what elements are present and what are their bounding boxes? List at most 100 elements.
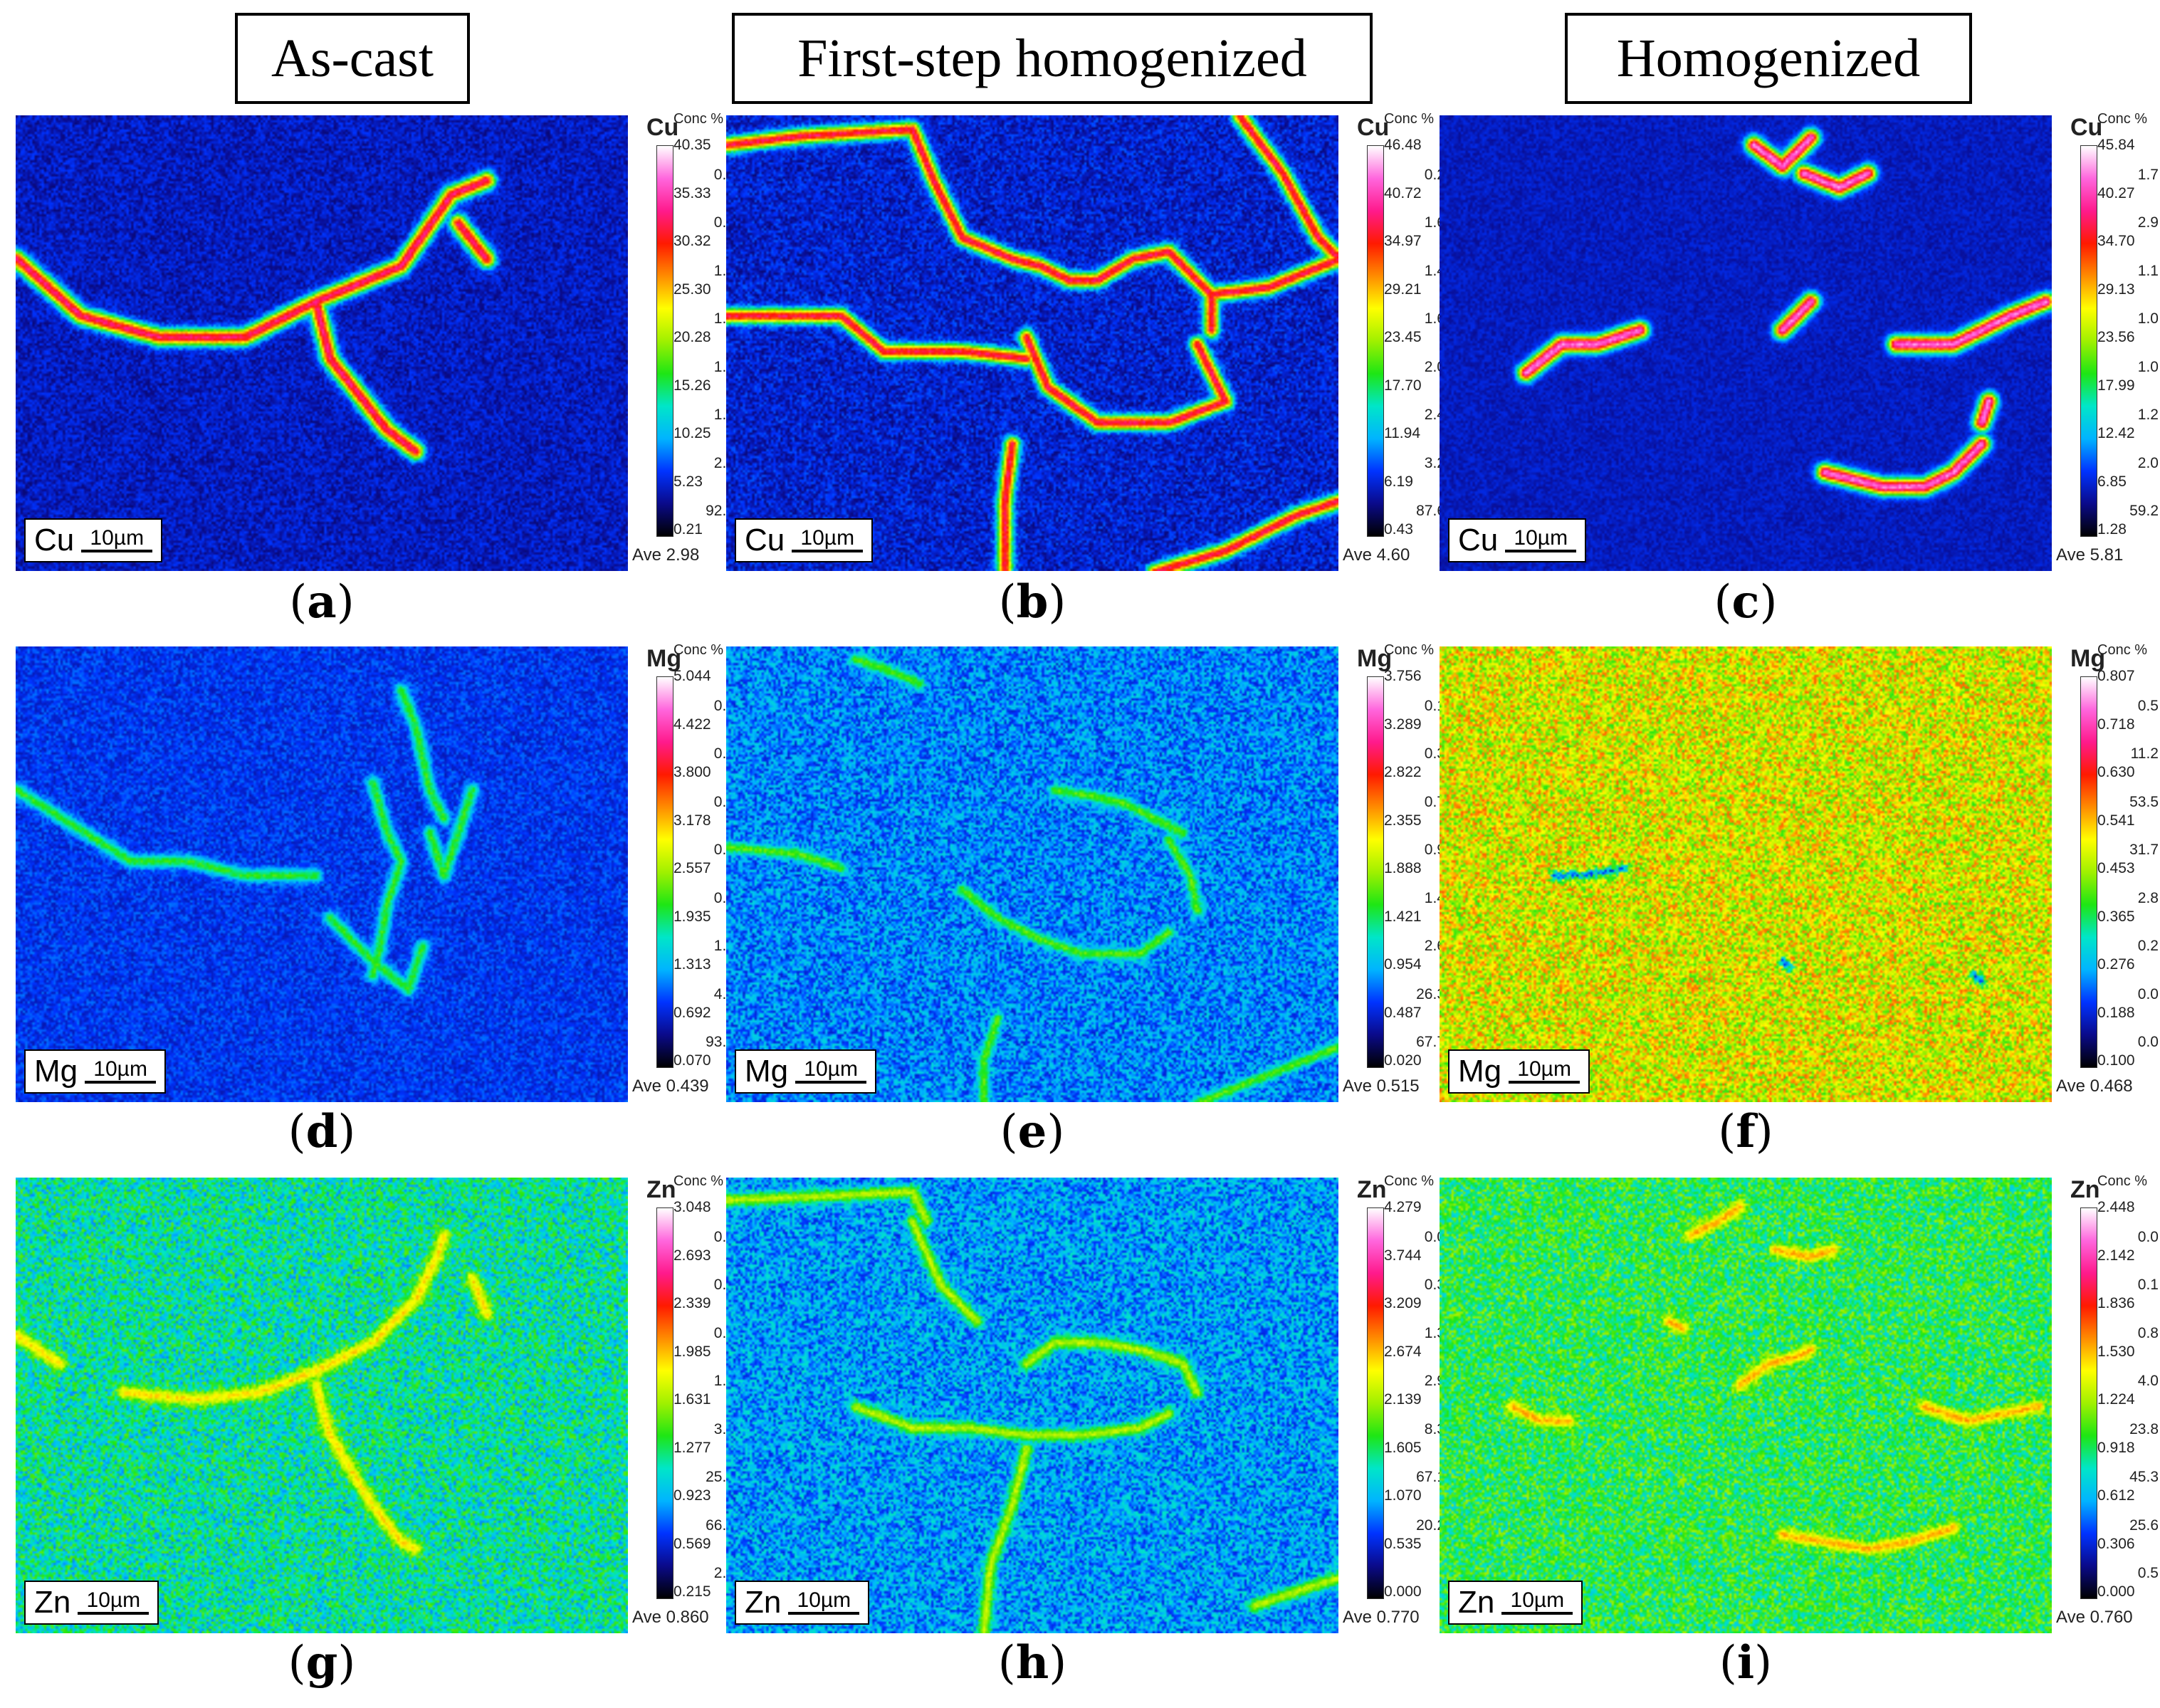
element-map-cu [1440,115,2052,571]
colorbar-area-percent: 67.7 [1416,1034,1445,1051]
scale-bar-label: 10µm [800,526,855,550]
colorbar [656,145,673,537]
map-element-label: Zn 10µm [735,1581,870,1625]
colorbar-tick-label: 1.224 [2097,1391,2135,1408]
colorbar-tick-label: 3.178 [673,812,711,829]
map-element-label: Mg 10µm [24,1049,167,1094]
element-map-zn [16,1178,628,1633]
colorbar-tick-label: 6.19 [1384,473,1413,490]
colorbar-area-percent: 11.2 [2130,745,2159,763]
colorbar-tick-label: 0.21 [673,521,703,538]
colorbar-area-percent: 53.5 [2129,793,2159,810]
colorbar-tick-label: 0.306 [2097,1535,2135,1552]
element-map-zn [726,1178,1338,1633]
colorbar-tick-label: 0.188 [2097,1004,2135,1021]
panel-g: Zn 10µm Zn Conc % 3.048 2.693 2.339 1.985 1.631 1… [16,1173,742,1633]
panel-caption-c: (c) [1714,575,1778,629]
legend-element: Zn [646,1176,676,1203]
element-symbol: Zn [34,1585,71,1620]
colorbar-tick-label: 0.918 [2097,1439,2135,1456]
colorbar-tick-label: 2.822 [1384,764,1422,780]
colorbar-tick-label: 46.48 [1384,137,1422,153]
map-element-label: Cu 10µm [24,518,163,562]
colorbar [656,676,673,1068]
colorbar [1367,145,1384,537]
legend-element: Mg [646,645,682,672]
legend-average: Ave 4.60 [1343,545,1410,565]
colorbar-area-percent: 26.3 [1416,985,1445,1002]
panel-letter: h [1015,1636,1049,1689]
colorbar-tick-label: 2.448 [2097,1199,2135,1215]
scale-bar: 10µm [795,1057,867,1084]
colorbar-tick-label: 3.744 [1384,1247,1422,1264]
colorbar-area-percent: 0.8 [2137,1324,2159,1341]
colorbar-tick-label: 5.044 [673,668,711,684]
colorbar-tick-label: 20.28 [673,329,711,345]
colorbar [1367,676,1384,1068]
legend-element: Cu [1357,114,1390,141]
panel-e: Mg 10µm Mg Conc % 3.756 3.289 2.822 2.355 1.888 1… [726,642,1452,1102]
colorbar-tick-label: 4.422 [673,716,711,733]
colorbar-area-percent: 67.1 [1416,1469,1445,1486]
colorbar-area-percent: 0.2 [2137,938,2159,955]
element-symbol: Cu [34,523,75,557]
colorbar-area-percent: 4.0 [2137,1373,2159,1390]
panel-letter: g [305,1636,338,1689]
element-symbol: Zn [1458,1585,1495,1620]
panel-letter: d [305,1105,338,1158]
colorbar-area-percent: 2.0 [2137,454,2159,471]
colorbar-tick-label: 6.85 [2097,473,2127,490]
colorbar-tick-label: 29.21 [1384,281,1422,298]
panel-letter: f [1736,1105,1756,1158]
colorbar-tick-label: 0.630 [2097,764,2135,780]
scale-bar: 10µm [81,528,153,552]
panel-caption-d: (d) [288,1105,356,1158]
legend-conc-label: Conc % [1384,111,1435,127]
colorbar-tick-label: 0.000 [1384,1583,1422,1600]
scale-bar-label: 10µm [804,1057,858,1081]
colorbar-tick-label: 1.28 [2097,521,2127,538]
colorbar-tick-label: 3.800 [673,764,711,780]
panel-f: Mg 10µm Mg Conc % 0.807 0.718 0.630 0.541 0.453 0… [1440,642,2160,1102]
colorbar-tick-label: 0.453 [2097,860,2135,876]
panel-letter: e [1017,1105,1047,1158]
legend-conc-label: Conc % [673,1173,724,1189]
scale-bar: 10µm [78,1588,150,1615]
colorbar-tick-label: 3.048 [673,1199,711,1215]
map-element-label: Zn 10µm [1448,1581,1583,1625]
colorbar-tick-label: 0.020 [1384,1052,1422,1069]
colorbar-tick-label: 12.42 [2097,425,2135,441]
scale-bar-line [788,1612,860,1615]
colorbar-tick-label: 0.535 [1384,1535,1422,1552]
colorbar-tick-label: 5.23 [673,473,703,490]
legend-element: Cu [2070,114,2103,141]
colorbar-tick-label: 17.70 [1384,377,1422,394]
colorbar-tick-label: 0.923 [673,1487,711,1504]
legend-element: Zn [2070,1176,2100,1203]
legend-average: Ave 0.760 [2056,1608,2133,1627]
scale-bar-label: 10µm [1514,526,1568,550]
colorbar-tick-label: 2.142 [2097,1247,2135,1264]
colorbar-tick-label: 3.209 [1384,1295,1422,1311]
colorbar-tick-label: 2.339 [673,1295,711,1311]
colorbar-tick-label: 23.56 [2097,329,2135,345]
scale-bar: 10µm [788,1590,860,1615]
panel-h: Zn 10µm Zn Conc % 4.279 3.744 3.209 2.674 2.139 1… [726,1173,1452,1633]
concentration-legend: Zn Conc % 3.048 2.693 2.339 1.985 1.631 1.277 0.… [629,1173,742,1633]
colorbar-tick-label: 1.836 [2097,1295,2135,1311]
colorbar-tick-label: 3.289 [1384,716,1422,733]
scale-bar-line [795,1081,867,1084]
legend-element: Mg [2070,645,2106,672]
scale-bar-label: 10µm [86,1588,141,1612]
legend-average: Ave 0.860 [632,1608,709,1627]
concentration-legend: Zn Conc % 2.448 2.142 1.836 1.530 1.224 0.918 0.… [2053,1173,2160,1633]
colorbar-tick-label: 17.99 [2097,377,2135,394]
scale-bar-line [1501,1612,1573,1615]
concentration-legend: Mg Conc % 0.807 0.718 0.630 0.541 0.453 0.365 0.… [2053,642,2160,1102]
panel-caption-f: (f) [1718,1105,1773,1158]
colorbar-tick-label: 0.365 [2097,908,2135,925]
panel-a: Cu 10µm Cu Conc % 40.35 35.33 30.32 25.30 20.28 1… [16,111,742,571]
element-map-zn [1440,1178,2052,1633]
colorbar-tick-label: 30.32 [673,233,711,249]
